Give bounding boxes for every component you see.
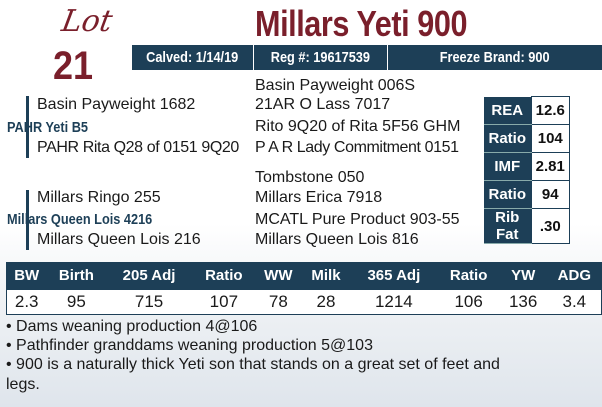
header-cell: ADG xyxy=(546,262,602,289)
sire-sire: Basin Payweight 1682 xyxy=(37,96,196,113)
dam-dam-dam: Millars Queen Lois 816 xyxy=(255,231,419,248)
dam-dam: Millars Queen Lois 216 xyxy=(37,231,201,248)
animal-name: Millars Yeti 900 xyxy=(255,3,468,44)
sire-dam-sire: Rito 9Q20 of Rita 5F56 GHM xyxy=(255,118,461,135)
calved-date: Calved: 1/14/19 xyxy=(132,45,254,70)
carcass-label: Rib Fat xyxy=(484,208,531,244)
value-cell: 78 xyxy=(254,289,302,315)
dam-sire-sire: Tombstone 050 xyxy=(255,169,365,186)
value-cell: 1214 xyxy=(350,289,438,315)
carcass-value: .30 xyxy=(530,208,570,244)
value-cell: 3.4 xyxy=(546,289,602,315)
header-cell: Ratio xyxy=(437,262,500,289)
sire-dam-dam: P A R Lady Commitment 0151 xyxy=(255,139,459,156)
sire: PAHR Yeti B5 xyxy=(7,119,89,136)
dam-dam-sire: MCATL Pure Product 903-55 xyxy=(255,211,460,228)
carcass-label: Ratio xyxy=(484,180,531,209)
header-cell: 365 Adj xyxy=(350,262,438,289)
note: • Dams weaning production 4@106 xyxy=(6,318,258,335)
carcass-label: IMF xyxy=(484,152,531,181)
dam: Millars Queen Lois 4216 xyxy=(7,211,153,228)
header-cell: BW xyxy=(6,262,48,289)
value-cell: 136 xyxy=(499,289,547,315)
carcass-label: REA xyxy=(484,96,531,125)
note: • 900 is a naturally thick Yeti son that… xyxy=(6,356,500,373)
carcass-row: Ratio 94 xyxy=(484,180,570,209)
carcass-value: 94 xyxy=(530,180,570,209)
freeze-brand: Freeze Brand: 900 xyxy=(440,49,550,66)
value-cell: 2.3 xyxy=(6,289,48,315)
value-cell: 28 xyxy=(301,289,351,315)
value-cell: 106 xyxy=(437,289,500,315)
performance-table: BW Birth 205 Adj Ratio WW Milk 365 Adj R… xyxy=(6,262,602,315)
header-cell: YW xyxy=(499,262,547,289)
lot-label: Lot xyxy=(58,4,116,39)
value-cell: 95 xyxy=(47,289,106,315)
dam-sire: Millars Ringo 255 xyxy=(37,189,161,206)
carcass-table: REA 12.6 Ratio 104 IMF 2.81 Ratio 94 Rib Fat… xyxy=(484,96,570,244)
carcass-value: 104 xyxy=(530,124,570,153)
carcass-row: Rib Fat .30 xyxy=(484,208,570,244)
header-cell: WW xyxy=(254,262,302,289)
sire-sire-sire: Basin Payweight 006S xyxy=(255,77,416,94)
header-cell: 205 Adj xyxy=(105,262,193,289)
dam-sire-dam: Millars Erica 7918 xyxy=(255,189,383,206)
info-banner: Calved: 1/14/19 Reg #: 19617539 Freeze B… xyxy=(132,45,602,70)
dam-bracket xyxy=(26,190,29,250)
note: legs. xyxy=(6,376,40,393)
sire-dam: PAHR Rita Q28 of 0151 9Q20 xyxy=(37,139,239,156)
sire-bracket xyxy=(26,96,29,158)
value-cell: 715 xyxy=(105,289,193,315)
performance-header: BW Birth 205 Adj Ratio WW Milk 365 Adj R… xyxy=(6,262,602,289)
carcass-label: Ratio xyxy=(484,124,531,153)
carcass-value: 2.81 xyxy=(530,152,570,181)
carcass-value: 12.6 xyxy=(530,96,570,125)
carcass-row: IMF 2.81 xyxy=(484,152,570,181)
header-cell: Milk xyxy=(301,262,351,289)
lot-number: 21 xyxy=(53,44,94,88)
value-cell: 107 xyxy=(192,289,255,315)
performance-values: 2.3 95 715 107 78 28 1214 106 136 3.4 xyxy=(6,289,602,315)
sire-sire-dam: 21AR O Lass 7017 xyxy=(255,96,391,113)
note: • Pathfinder granddams weaning productio… xyxy=(6,337,373,354)
carcass-row: Ratio 104 xyxy=(484,124,570,153)
registration-number: Reg #: 19617539 xyxy=(254,45,388,70)
carcass-row: REA 12.6 xyxy=(484,96,570,125)
header-cell: Birth xyxy=(47,262,106,289)
header-cell: Ratio xyxy=(192,262,255,289)
